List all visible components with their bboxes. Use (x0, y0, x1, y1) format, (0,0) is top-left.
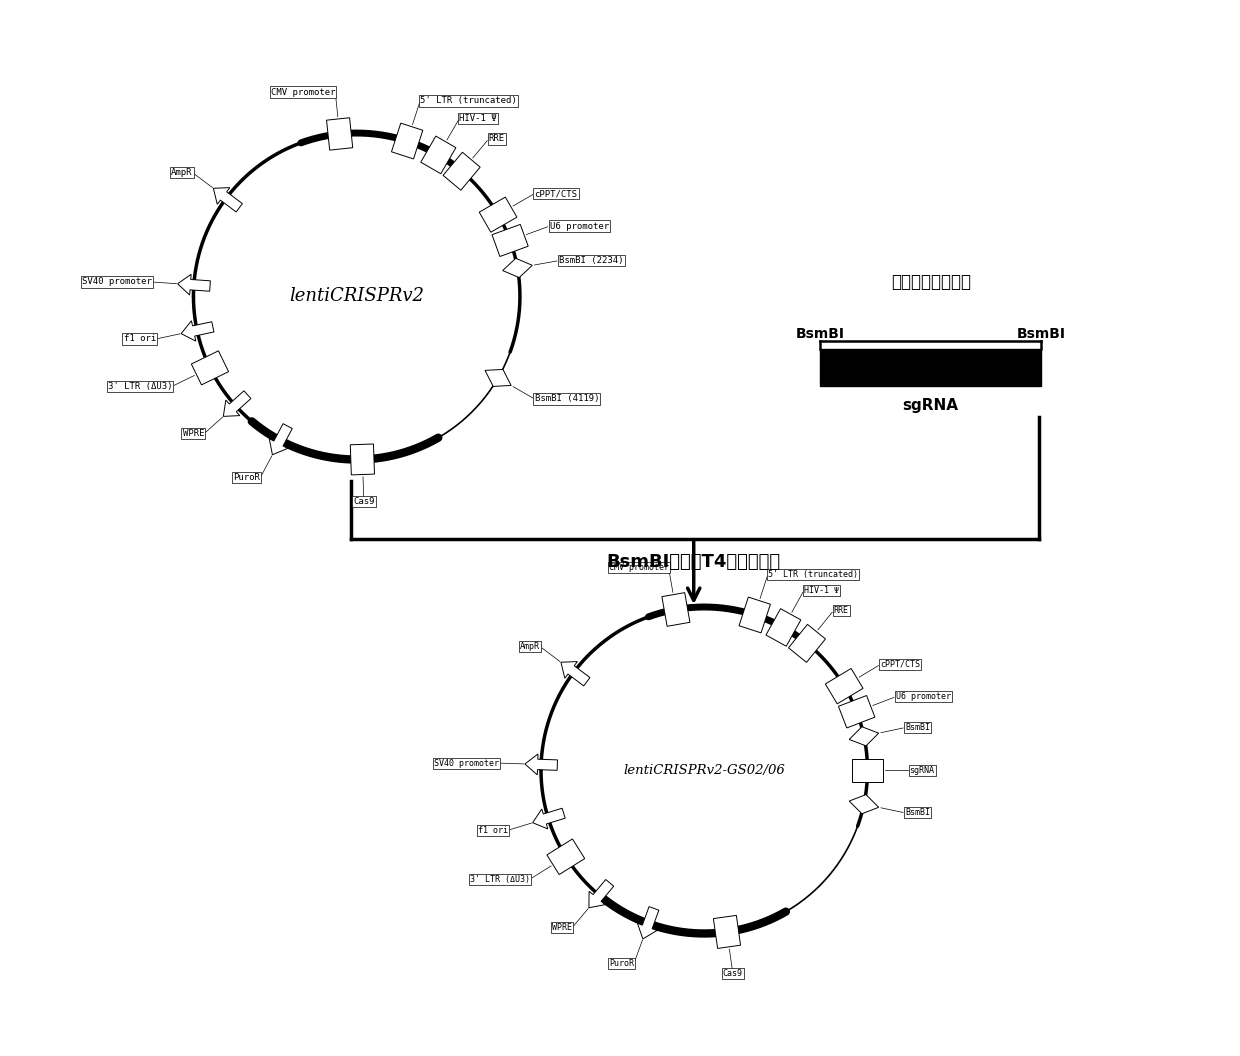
Text: CMV promoter: CMV promoter (609, 564, 668, 572)
Polygon shape (662, 592, 689, 626)
Text: 5' LTR (truncated): 5' LTR (truncated) (768, 570, 858, 580)
Text: sgRNA: sgRNA (910, 766, 935, 775)
Text: BsmBI: BsmBI (1017, 326, 1066, 340)
Polygon shape (181, 321, 215, 341)
Text: AmpR: AmpR (171, 168, 192, 177)
Text: HIV-1 Ψ: HIV-1 Ψ (804, 586, 838, 596)
Polygon shape (533, 808, 565, 829)
Text: f1 ori: f1 ori (124, 335, 156, 343)
Polygon shape (502, 259, 532, 278)
Polygon shape (637, 907, 658, 939)
Text: U6 promoter: U6 promoter (897, 692, 951, 701)
Polygon shape (849, 727, 879, 746)
Text: PuroR: PuroR (233, 473, 260, 483)
Polygon shape (177, 275, 211, 295)
Text: U6 promoter: U6 promoter (549, 222, 609, 230)
Text: sgRNA: sgRNA (903, 398, 959, 414)
Text: 3' LTR (ΔU3): 3' LTR (ΔU3) (470, 874, 529, 884)
Text: 3' LTR (ΔU3): 3' LTR (ΔU3) (108, 382, 172, 391)
Text: RRE: RRE (489, 134, 505, 144)
Polygon shape (479, 197, 517, 232)
Text: AmpR: AmpR (521, 642, 541, 652)
Text: WPRE: WPRE (182, 429, 205, 438)
Text: BsmBI (2234): BsmBI (2234) (559, 257, 624, 265)
Text: PuroR: PuroR (609, 959, 634, 967)
Text: 磷酸化退火引物对: 磷酸化退火引物对 (890, 274, 971, 291)
Polygon shape (838, 696, 875, 728)
Polygon shape (589, 880, 614, 908)
Text: BsmBI: BsmBI (796, 326, 844, 340)
Polygon shape (223, 391, 250, 416)
Text: cPPT/CTS: cPPT/CTS (880, 660, 920, 668)
Text: CMV promoter: CMV promoter (270, 88, 335, 96)
Text: BsmBI: BsmBI (905, 723, 930, 732)
Polygon shape (525, 754, 558, 775)
Polygon shape (789, 624, 826, 662)
Text: HIV-1 Ψ: HIV-1 Ψ (459, 114, 497, 122)
Polygon shape (560, 661, 590, 686)
Bar (820, 348, 1042, 385)
Text: RRE: RRE (833, 606, 848, 616)
Polygon shape (739, 597, 770, 633)
Text: cPPT/CTS: cPPT/CTS (534, 189, 578, 199)
Polygon shape (350, 444, 374, 475)
Polygon shape (849, 794, 879, 814)
Polygon shape (852, 758, 883, 781)
Polygon shape (443, 152, 480, 190)
Text: BsmBI (4119): BsmBI (4119) (534, 395, 599, 403)
Text: lentiCRISPRv2-GS02/06: lentiCRISPRv2-GS02/06 (624, 763, 785, 777)
Text: Cas9: Cas9 (723, 969, 743, 978)
Polygon shape (766, 608, 801, 646)
Polygon shape (826, 668, 863, 704)
Polygon shape (269, 423, 293, 455)
Text: BsmBI酶切，T4连接酶连接: BsmBI酶切，T4连接酶连接 (606, 553, 781, 571)
Polygon shape (326, 118, 352, 150)
Polygon shape (547, 838, 585, 874)
Polygon shape (492, 225, 528, 257)
Polygon shape (713, 916, 740, 948)
Polygon shape (392, 124, 423, 159)
Text: 5' LTR (truncated): 5' LTR (truncated) (420, 96, 517, 106)
Polygon shape (213, 188, 242, 212)
Polygon shape (485, 370, 511, 386)
Text: BsmBI: BsmBI (905, 809, 930, 817)
Text: lentiCRISPRv2: lentiCRISPRv2 (289, 287, 424, 305)
Polygon shape (191, 351, 228, 384)
Text: f1 ori: f1 ori (477, 826, 508, 835)
Text: WPRE: WPRE (552, 923, 572, 932)
Text: SV40 promoter: SV40 promoter (82, 278, 151, 286)
Text: SV40 promoter: SV40 promoter (434, 758, 498, 768)
Polygon shape (420, 136, 456, 174)
Text: Cas9: Cas9 (353, 497, 374, 506)
